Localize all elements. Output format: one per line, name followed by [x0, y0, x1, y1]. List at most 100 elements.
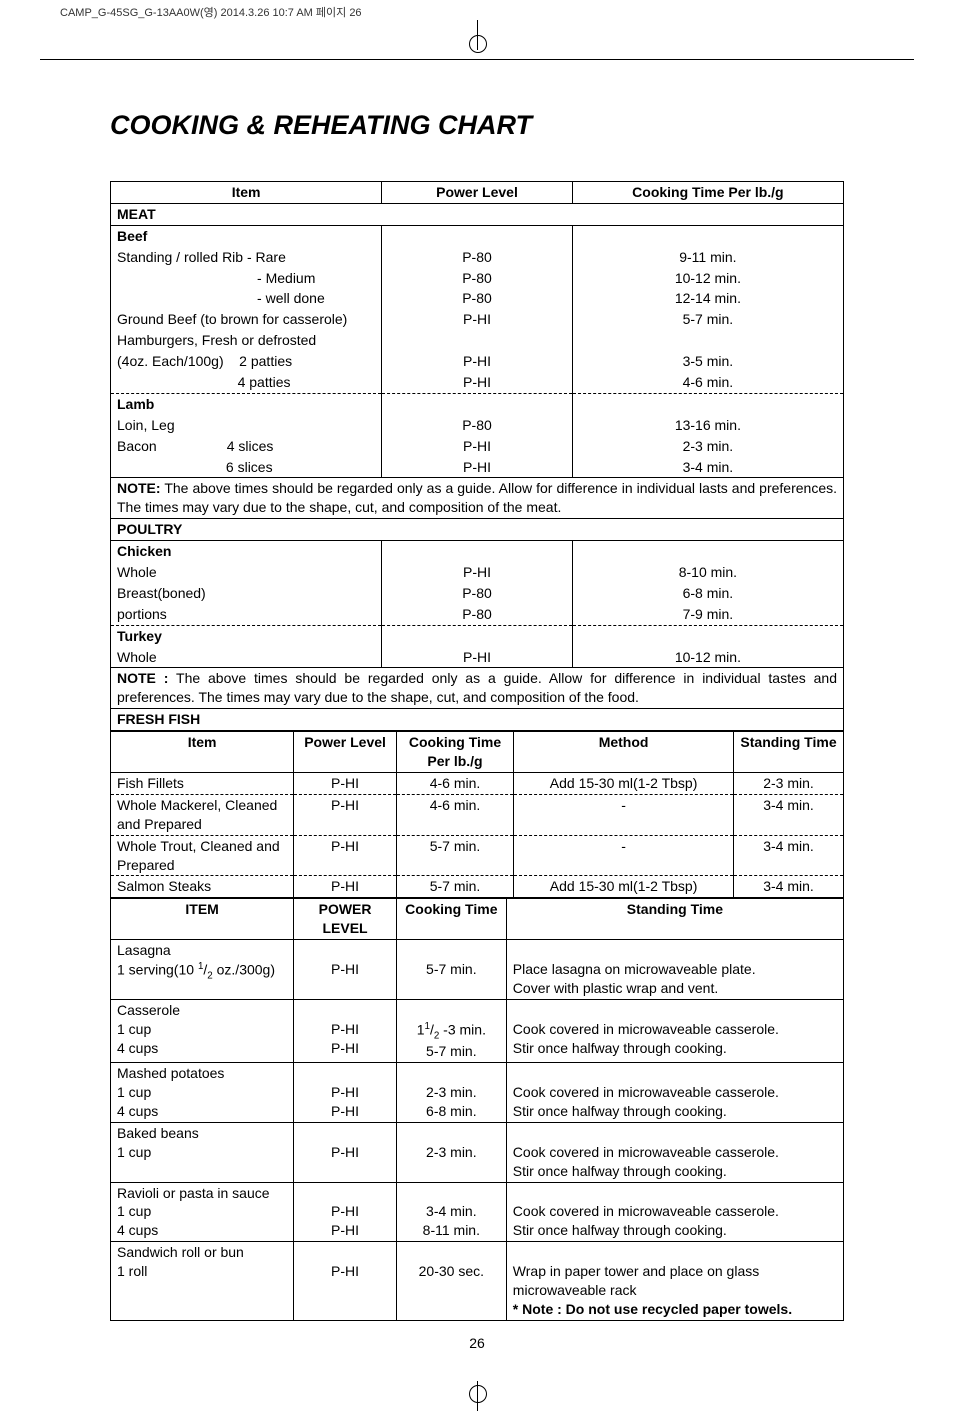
cell-item: Fish Fillets [111, 772, 294, 794]
col-method: Method [514, 732, 734, 773]
cell-power: P-HIP-HI [294, 999, 397, 1062]
cell-method: - [514, 835, 734, 876]
cell-method: Cook covered in microwaveable casserole.… [506, 1122, 843, 1182]
cell-item: Sandwich roll or bun1 roll [111, 1242, 294, 1321]
col-power: Power Level [382, 182, 573, 204]
page-number: 26 [110, 1335, 844, 1351]
table-row: portionsP-807-9 min. [111, 604, 844, 625]
col-item: Item [111, 182, 382, 204]
cell-item: Lasagna1 serving(10 1/2 oz./300g) [111, 940, 294, 1000]
cell-standing: 3-4 min. [734, 794, 844, 835]
cell-time: 4-6 min. [396, 794, 513, 835]
cell-item: Ground Beef (to brown for casserole) [111, 309, 382, 330]
table-row: Sandwich roll or bun1 rollP-HI20-30 sec.… [111, 1242, 844, 1321]
section-label: FRESH FISH [111, 709, 844, 731]
cell-time: 10-12 min. [572, 647, 843, 668]
table-row: Ground Beef (to brown for casserole)P-HI… [111, 309, 844, 330]
col-standing: Standing Time [734, 732, 844, 773]
note-prefix: NOTE : [117, 670, 168, 686]
section-poultry: POULTRY [111, 519, 844, 541]
table-row: 4 pattiesP-HI4-6 min. [111, 372, 844, 393]
cell-power: P-HI [382, 457, 573, 478]
cell-item: Bacon 4 slices [111, 436, 382, 457]
cell-method: Cook covered in microwaveable casserole.… [506, 1182, 843, 1242]
cell-item: 6 slices [111, 457, 382, 478]
cell-power: P-HI [294, 835, 397, 876]
cell-time: 4-6 min. [396, 772, 513, 794]
cell-time: 7-9 min. [572, 604, 843, 625]
cell-power: P-80 [382, 583, 573, 604]
cell-power: P-HI [382, 351, 573, 372]
cell-method: - [514, 794, 734, 835]
cell-power: P-HI [294, 772, 397, 794]
cell-time: 8-10 min. [572, 562, 843, 583]
cell-time: 3-5 min. [572, 351, 843, 372]
page-title: COOKING & REHEATING CHART [110, 110, 844, 141]
cell-standing: 2-3 min. [734, 772, 844, 794]
cell-power: P-HI [382, 372, 573, 393]
table-row: Breast(boned)P-806-8 min. [111, 583, 844, 604]
cell-power: P-HI [382, 436, 573, 457]
cell-time: 13-16 min. [572, 415, 843, 436]
cell-method: Place lasagna on microwaveable plate.Cov… [506, 940, 843, 1000]
table-row: Salmon SteaksP-HI5-7 min.Add 15-30 ml(1-… [111, 876, 844, 898]
note-row: NOTE: The above times should be regarded… [111, 478, 844, 519]
note-body: The above times should be regarded only … [117, 670, 837, 705]
cell-time: 3-4 min.8-11 min. [396, 1182, 506, 1242]
cell-item: Whole [111, 562, 382, 583]
table-row: 6 slicesP-HI3-4 min. [111, 457, 844, 478]
cell-power: P-HI [294, 876, 397, 898]
cell-method: Cook covered in microwaveable casserole.… [506, 1063, 843, 1123]
cell-power: P-HI [294, 940, 397, 1000]
section-label: POULTRY [111, 519, 844, 541]
table-row: Whole Mackerel, Cleaned and PreparedP-HI… [111, 794, 844, 835]
cell-item: Breast(boned) [111, 583, 382, 604]
cell-time: 4-6 min. [572, 372, 843, 393]
cell-time: 6-8 min. [572, 583, 843, 604]
table-row: Loin, LegP-8013-16 min. [111, 415, 844, 436]
note-body: The above times should be regarded only … [117, 480, 837, 515]
col-power: Power Level [294, 732, 397, 773]
col-standing: Standing Time [506, 899, 843, 940]
cell-time: 10-12 min. [572, 268, 843, 289]
cell-item: Baked beans1 cup [111, 1122, 294, 1182]
cell-item: Casserole1 cup4 cups [111, 999, 294, 1062]
cell-item: (4oz. Each/100g) 2 patties [111, 351, 382, 372]
cell-time: 2-3 min.6-8 min. [396, 1063, 506, 1123]
cell-time: 3-4 min. [572, 457, 843, 478]
cell-time: 5-7 min. [396, 940, 506, 1000]
cell-item: 4 patties [111, 372, 382, 393]
doc-header: CAMP_G-45SG_G-13AA0W(영) 2014.3.26 10:7 A… [0, 0, 954, 20]
cell-power: P-80 [382, 247, 573, 268]
crop-marks-bottom [40, 1371, 914, 1411]
table-row: - well doneP-8012-14 min. [111, 288, 844, 309]
cell-time [572, 330, 843, 351]
note-prefix: NOTE: [117, 480, 161, 496]
cell-item: Hamburgers, Fresh or defrosted [111, 330, 382, 351]
cell-time: 9-11 min. [572, 247, 843, 268]
subsection-beef: Beef [111, 225, 844, 246]
table-row: - MediumP-8010-12 min. [111, 268, 844, 289]
cell-time: 20-30 sec. [396, 1242, 506, 1321]
cell-method: Add 15-30 ml(1-2 Tbsp) [514, 876, 734, 898]
table-row: Baked beans1 cupP-HI2-3 min. Cook covere… [111, 1122, 844, 1182]
cell-power: P-HI [294, 1122, 397, 1182]
table-row: WholeP-HI10-12 min. [111, 647, 844, 668]
cell-power [382, 330, 573, 351]
cell-time: 2-3 min. [396, 1122, 506, 1182]
cell-method: Wrap in paper tower and place on glassmi… [506, 1242, 843, 1321]
table-row: WholeP-HI8-10 min. [111, 562, 844, 583]
cell-standing: 3-4 min. [734, 835, 844, 876]
note-row: NOTE : The above times should be regarde… [111, 668, 844, 709]
cell-time: 5-7 min. [396, 876, 513, 898]
table-row: Whole Trout, Cleaned and PreparedP-HI5-7… [111, 835, 844, 876]
cell-item: Whole Mackerel, Cleaned and Prepared [111, 794, 294, 835]
col-time: Cooking Time Per lb./g [396, 732, 513, 773]
table-header-row: Item Power Level Cooking Time Per lb./g … [111, 732, 844, 773]
cell-standing: 3-4 min. [734, 876, 844, 898]
cell-power: P-HI [382, 647, 573, 668]
col-power: POWER LEVEL [294, 899, 397, 940]
col-item: Item [111, 732, 294, 773]
col-time: Cooking Time Per lb./g [572, 182, 843, 204]
cell-item: Mashed potatoes1 cup4 cups [111, 1063, 294, 1123]
